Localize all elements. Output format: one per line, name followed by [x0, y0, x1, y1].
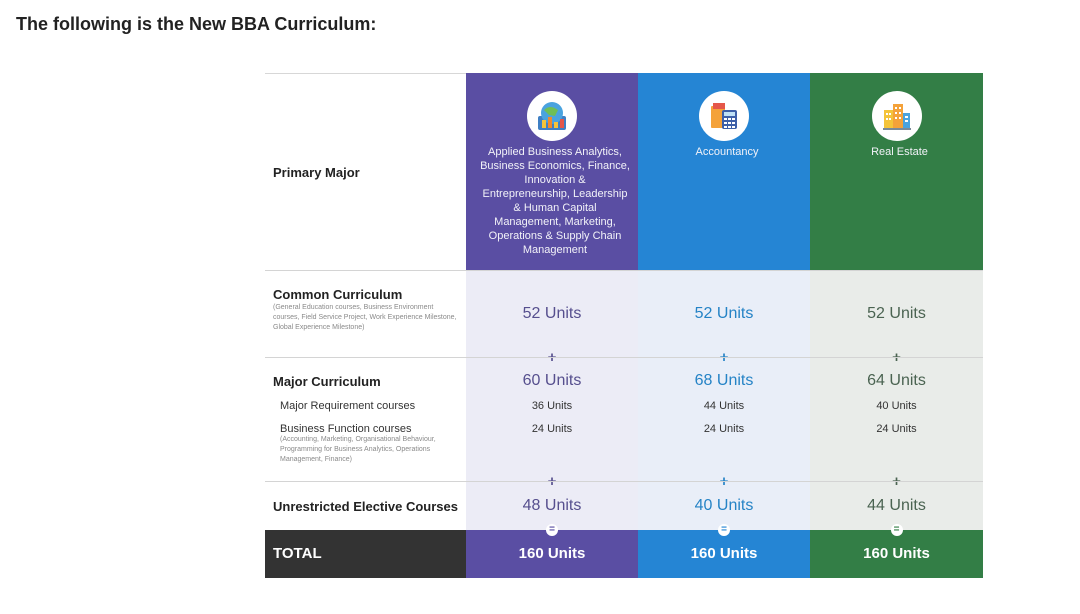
total-cell-real-estate: 160 Units	[810, 530, 983, 578]
plus-operator: +	[638, 474, 810, 489]
common-units-real-estate: 52 Units	[867, 305, 926, 322]
body-accountancy	[638, 270, 810, 530]
total-cell-general: 160 Units	[466, 530, 638, 578]
header-accountancy-label: Accountancy	[695, 146, 759, 158]
primary-major-label: Primary Major	[273, 165, 360, 180]
column-real-estate: Real Estate 52 Units + 64 Units 40 Units…	[810, 73, 983, 578]
major-units-accountancy: 68 Units	[694, 372, 754, 389]
equals-operator: =	[890, 524, 903, 536]
major-requirement-units-general: 36 Units	[531, 400, 573, 412]
total-units-accountancy: 160 Units	[690, 545, 758, 562]
calculator-icon	[699, 91, 749, 141]
business-function-units-accountancy: 24 Units	[703, 423, 745, 435]
curriculum-table: Primary Major Common Curriculum (General…	[265, 73, 983, 578]
major-requirement-units-real-estate: 40 Units	[876, 400, 917, 412]
common-units-general: 52 Units	[522, 305, 582, 322]
total-cell-accountancy: 160 Units	[638, 530, 810, 578]
business-function-units-real-estate: 24 Units	[876, 423, 917, 435]
common-curriculum-note: (General Education courses, Business Env…	[273, 304, 457, 331]
common-units-accountancy: 52 Units	[694, 305, 754, 322]
major-requirement-label: Major Requirement courses	[280, 400, 416, 412]
major-units-real-estate: 64 Units	[867, 372, 926, 389]
row-divider	[265, 481, 983, 482]
row-divider	[265, 357, 983, 358]
plus-operator: +	[638, 350, 810, 365]
elective-units-general: 48 Units	[522, 497, 582, 514]
plus-operator: +	[810, 474, 983, 489]
plus-operator: +	[466, 474, 638, 489]
total-label-cell: TOTAL	[265, 530, 466, 578]
total-units-real-estate: 160 Units	[863, 545, 930, 562]
header-real-estate: Real Estate	[810, 73, 983, 270]
elective-units-accountancy: 40 Units	[694, 497, 754, 514]
major-curriculum-label: Major Curriculum	[273, 374, 381, 389]
major-units-general: 60 Units	[522, 372, 582, 389]
header-general-majors-label: Applied Business Analytics, Business Eco…	[480, 146, 630, 256]
equals-operator: =	[718, 524, 730, 536]
elective-units-real-estate: 44 Units	[867, 497, 926, 514]
column-accountancy: Accountancy 52 Units + 68 Units 44 Units…	[638, 73, 810, 578]
total-units-general: 160 Units	[518, 545, 586, 562]
header-general-majors: Applied Business Analytics, Business Eco…	[466, 73, 638, 270]
business-function-note: (Accounting, Marketing, Organisational B…	[280, 436, 436, 463]
plus-operator: +	[810, 350, 983, 365]
body-real-estate	[810, 270, 983, 530]
table-top-divider	[265, 73, 466, 74]
page-heading: The following is the New BBA Curriculum:	[16, 14, 377, 34]
total-label: TOTAL	[273, 545, 322, 562]
plus-operator: +	[466, 350, 638, 365]
column-general-majors: Applied Business Analytics, Business Eco…	[466, 73, 638, 578]
unrestricted-elective-label: Unrestricted Elective Courses	[273, 499, 458, 514]
business-function-units-general: 24 Units	[531, 423, 573, 435]
buildings-icon	[871, 91, 922, 141]
header-accountancy: Accountancy	[638, 73, 810, 270]
major-requirement-units-accountancy: 44 Units	[703, 400, 745, 412]
business-function-label: Business Function courses	[280, 423, 412, 435]
common-curriculum-label: Common Curriculum	[273, 287, 403, 302]
header-real-estate-label: Real Estate	[871, 146, 928, 158]
row-divider	[265, 270, 983, 271]
analytics-chart-icon	[527, 91, 577, 141]
row-labels-column: Primary Major Common Curriculum (General…	[265, 73, 466, 578]
equals-operator: =	[546, 524, 558, 536]
body-general-majors	[466, 270, 638, 530]
